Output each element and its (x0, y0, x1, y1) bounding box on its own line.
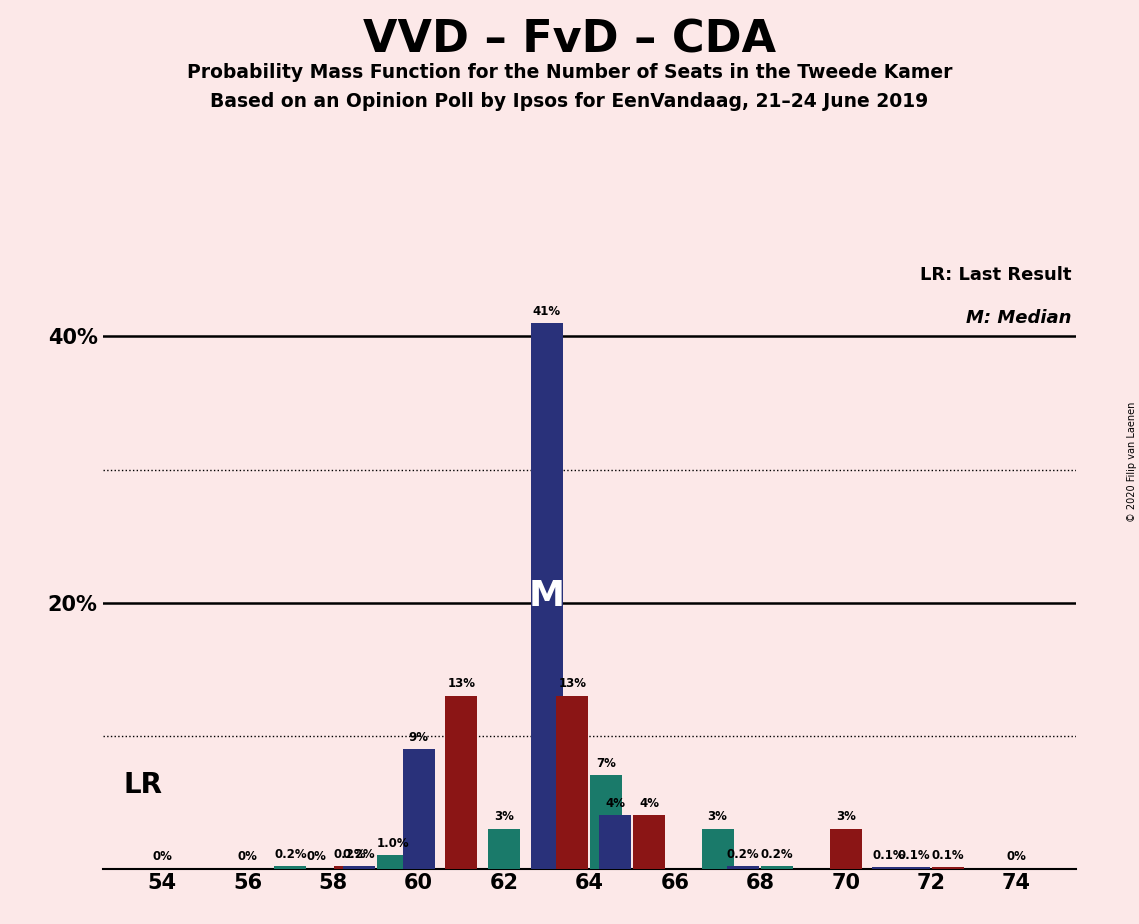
Text: © 2020 Filip van Laenen: © 2020 Filip van Laenen (1128, 402, 1137, 522)
Text: 0%: 0% (1007, 850, 1026, 863)
Bar (557, 696, 589, 869)
Bar (899, 868, 931, 869)
Text: 13%: 13% (558, 677, 587, 690)
Bar (728, 866, 760, 869)
Text: 0.1%: 0.1% (898, 849, 931, 862)
Text: 3%: 3% (494, 810, 514, 823)
Bar (590, 775, 622, 869)
Text: 13%: 13% (448, 677, 475, 690)
Text: 0.2%: 0.2% (727, 847, 760, 860)
Bar (487, 829, 521, 869)
Text: 1.0%: 1.0% (377, 837, 409, 850)
Bar (274, 866, 306, 869)
Bar (531, 323, 563, 869)
Text: 0.2%: 0.2% (334, 847, 367, 860)
Bar (761, 866, 793, 869)
Text: 4%: 4% (605, 797, 625, 810)
Text: Based on an Opinion Poll by Ipsos for EenVandaag, 21–24 June 2019: Based on an Opinion Poll by Ipsos for Ee… (211, 92, 928, 112)
Bar (445, 696, 477, 869)
Bar (402, 748, 435, 869)
Text: M: M (528, 578, 565, 613)
Text: 0%: 0% (306, 850, 326, 863)
Text: 0.2%: 0.2% (761, 847, 794, 860)
Text: 0%: 0% (153, 850, 172, 863)
Text: M: Median: M: Median (966, 309, 1072, 327)
Text: LR: LR (124, 771, 163, 798)
Bar (334, 866, 366, 869)
Text: 0.2%: 0.2% (343, 847, 375, 860)
Bar (633, 815, 665, 869)
Text: Probability Mass Function for the Number of Seats in the Tweede Kamer: Probability Mass Function for the Number… (187, 63, 952, 82)
Text: 0.1%: 0.1% (932, 849, 965, 862)
Text: 3%: 3% (707, 810, 728, 823)
Text: 9%: 9% (409, 731, 428, 744)
Text: 3%: 3% (836, 810, 855, 823)
Text: 4%: 4% (639, 797, 659, 810)
Bar (829, 829, 862, 869)
Text: 41%: 41% (533, 305, 560, 318)
Text: 7%: 7% (597, 757, 616, 770)
Bar (343, 866, 375, 869)
Text: LR: Last Result: LR: Last Result (920, 266, 1072, 285)
Bar (377, 856, 409, 869)
Bar (932, 868, 964, 869)
Text: 0.1%: 0.1% (872, 849, 904, 862)
Text: VVD – FvD – CDA: VVD – FvD – CDA (363, 18, 776, 62)
Bar (599, 815, 631, 869)
Text: 0%: 0% (238, 850, 257, 863)
Bar (702, 829, 734, 869)
Bar (872, 868, 904, 869)
Text: 0.2%: 0.2% (274, 847, 306, 860)
